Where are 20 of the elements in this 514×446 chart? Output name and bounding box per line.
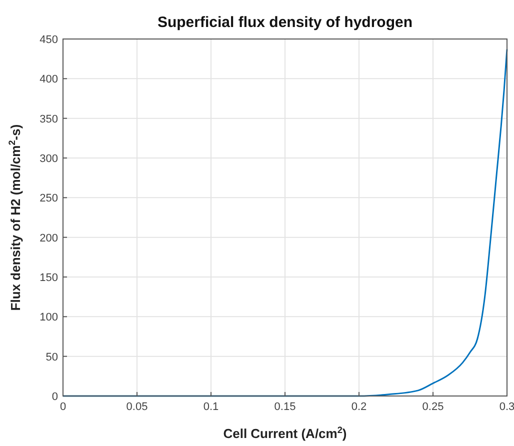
x-tick-label: 0.25	[422, 401, 444, 413]
y-tick-label: 0	[52, 391, 58, 403]
y-tick-label: 300	[40, 153, 58, 165]
x-tick-label: 0.05	[126, 401, 148, 413]
x-tick-label: 0.15	[274, 401, 296, 413]
x-tick-label: 0.1	[203, 401, 219, 413]
y-tick-label: 250	[40, 192, 58, 205]
x-tick-label: 0.3	[499, 401, 514, 413]
chart-title: Superficial flux density of hydrogen	[157, 14, 413, 31]
y-tick-label: 350	[40, 113, 58, 126]
x-axis-title: Cell Current (A/cm$^{2}$)	[223, 425, 347, 441]
y-tick-label: 200	[40, 232, 58, 244]
y-tick-label: 100	[40, 312, 58, 324]
line-series	[62, 48, 508, 397]
y-tick-label: 400	[40, 74, 58, 86]
y-tick-label: 150	[40, 272, 58, 284]
y-tick-label: 50	[46, 351, 58, 364]
x-tick-label: 0.2	[351, 401, 367, 413]
y-tick-label: 450	[40, 34, 58, 46]
x-tick-label: 0	[60, 401, 66, 413]
